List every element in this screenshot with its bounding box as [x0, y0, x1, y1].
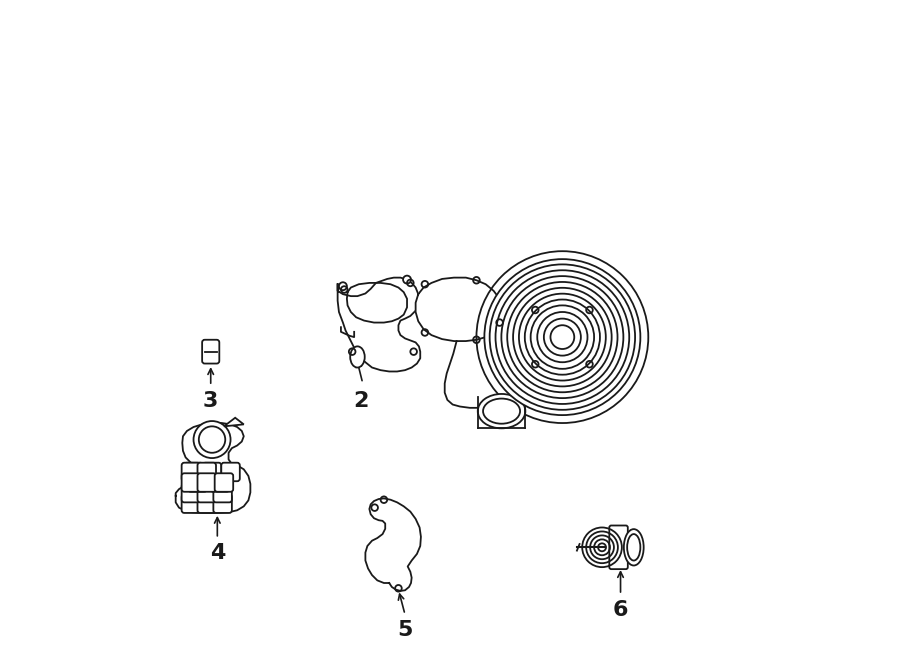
Text: 4: 4 [210, 543, 225, 563]
FancyBboxPatch shape [184, 463, 202, 481]
FancyBboxPatch shape [182, 473, 200, 492]
FancyBboxPatch shape [197, 494, 216, 513]
FancyBboxPatch shape [197, 484, 216, 502]
Text: 3: 3 [203, 391, 219, 411]
FancyBboxPatch shape [202, 340, 220, 364]
FancyBboxPatch shape [609, 525, 628, 569]
FancyBboxPatch shape [197, 463, 216, 481]
FancyBboxPatch shape [213, 484, 232, 502]
FancyBboxPatch shape [211, 473, 230, 492]
Polygon shape [416, 278, 503, 341]
FancyBboxPatch shape [202, 463, 221, 481]
Text: 2: 2 [353, 391, 368, 411]
Circle shape [339, 282, 346, 290]
Text: 5: 5 [398, 620, 413, 640]
Circle shape [476, 251, 648, 423]
Text: 6: 6 [613, 600, 628, 620]
FancyBboxPatch shape [215, 473, 233, 492]
Circle shape [194, 421, 230, 458]
FancyBboxPatch shape [182, 494, 200, 513]
Polygon shape [176, 423, 250, 513]
FancyBboxPatch shape [213, 494, 232, 513]
Polygon shape [338, 278, 420, 371]
Circle shape [484, 259, 641, 415]
FancyBboxPatch shape [182, 463, 200, 481]
Text: 1: 1 [566, 276, 582, 295]
Ellipse shape [624, 529, 644, 566]
FancyBboxPatch shape [182, 484, 200, 502]
Circle shape [403, 276, 411, 284]
Ellipse shape [350, 346, 365, 368]
Polygon shape [365, 498, 421, 591]
FancyBboxPatch shape [197, 473, 216, 492]
Polygon shape [224, 418, 244, 426]
FancyBboxPatch shape [188, 473, 207, 492]
Ellipse shape [478, 394, 526, 428]
FancyBboxPatch shape [221, 463, 239, 481]
